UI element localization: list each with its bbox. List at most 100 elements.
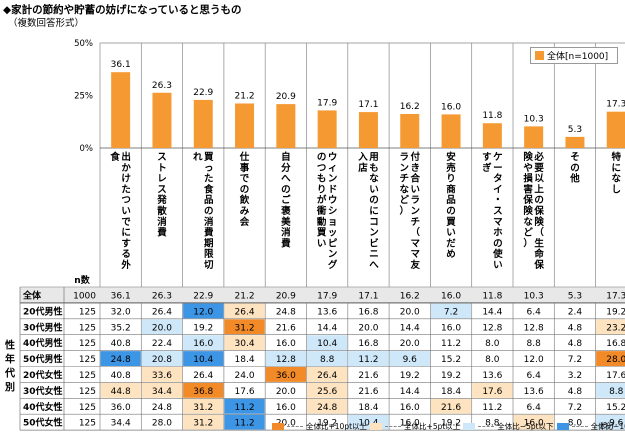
category-label-char: す — [482, 152, 492, 163]
category-label-char: の — [240, 184, 250, 195]
table-cell-value: 20.0 — [276, 387, 296, 397]
table-cell-value: 2.4 — [568, 307, 583, 317]
category-label-char: へ — [281, 174, 291, 185]
table-cell-value: 11.2 — [482, 403, 502, 413]
category-label-char: レ — [157, 174, 167, 185]
table-cell-value: 8.0 — [485, 339, 500, 349]
table-cell-highlight — [183, 382, 224, 398]
table-cell-highlight — [596, 382, 625, 398]
table-cell-value: 10.4 — [317, 339, 337, 349]
bar-value-label: 11.8 — [482, 111, 502, 121]
table-row-n: 125 — [79, 419, 96, 429]
category-label-char: ン — [328, 174, 338, 185]
table-cell-value: 40.8 — [111, 339, 131, 349]
category-label-char: で — [240, 174, 250, 185]
category-label-char: み — [240, 206, 250, 217]
table-cell-value: 11.8 — [482, 292, 502, 302]
category-label-char: な — [399, 184, 409, 195]
table-cell-value: 20.0 — [400, 307, 420, 317]
category-label-char: 切 — [204, 260, 214, 271]
table-cell-highlight — [596, 351, 625, 366]
table-cell-value: 17.1 — [358, 292, 378, 302]
table-cell-value: 13.6 — [317, 307, 337, 317]
table-cell-value: 20.0 — [400, 339, 420, 349]
table-cell-highlight — [141, 351, 183, 366]
table-cell-value: 11.2 — [358, 355, 378, 365]
category-label-char: 他 — [569, 173, 580, 185]
table-cell-highlight — [430, 303, 472, 319]
category-label-char: 費 — [204, 227, 214, 239]
table-cell-value: 12.0 — [524, 355, 544, 365]
bar-value-label: 16.2 — [400, 102, 420, 112]
bar — [524, 126, 544, 148]
category-label-char: 褒 — [280, 205, 291, 217]
category-label-char: 品 — [446, 195, 456, 206]
unit-label: (%) — [600, 421, 614, 430]
category-label-char: た — [121, 184, 131, 195]
category-label-char: の — [369, 195, 379, 206]
category-label-char: 食 — [203, 183, 214, 195]
table-cell-value: 21.6 — [358, 387, 378, 397]
category-label-char: ） — [523, 237, 533, 249]
category-label-char: 合 — [410, 173, 420, 185]
bar-value-label: 36.1 — [111, 60, 131, 70]
category-label-char: ウ — [328, 152, 338, 163]
table-cell-highlight — [141, 382, 183, 398]
category-label-char: そ — [570, 152, 580, 163]
table-cell-value: 16.8 — [606, 339, 625, 349]
table-cell-value: 17.6 — [235, 387, 255, 397]
bar — [317, 110, 337, 148]
category-label-char: ラ — [410, 195, 420, 206]
side-label-char: 別 — [4, 381, 15, 394]
table-cell-value: 14.4 — [400, 323, 420, 333]
category-label-char: が — [317, 194, 327, 206]
category-label-char: 出 — [121, 151, 131, 163]
category-label-char: ど — [399, 194, 409, 206]
table-cell-value: 8.8 — [320, 355, 335, 365]
category-label-char: 友 — [409, 259, 420, 271]
category-label-char: ー — [493, 163, 503, 174]
bar-value-label: 22.9 — [193, 88, 213, 98]
category-label-char: ィ — [328, 163, 338, 174]
table-cell-highlight — [348, 351, 389, 366]
category-label-char: い — [410, 184, 420, 195]
category-label-char: の — [493, 238, 503, 249]
table-cell-highlight — [224, 414, 265, 430]
category-label-char: 必 — [533, 151, 544, 163]
category-label-char: 会 — [240, 216, 250, 228]
table-cell-value: 14.4 — [482, 307, 502, 317]
table-cell-value: 16.0 — [400, 403, 420, 413]
key-minus5-label: 全体比−5pt以下 — [497, 422, 554, 431]
key-plus10-swatch — [272, 423, 284, 430]
table-cell-highlight — [265, 367, 306, 382]
category-label-char: ビ — [369, 237, 379, 249]
table-cell-value: 12.8 — [524, 323, 544, 333]
category-label-char: い — [493, 260, 503, 271]
table-cell-value: 31.2 — [235, 323, 255, 333]
bar — [358, 112, 378, 148]
table-cell-value: 34.4 — [111, 419, 131, 429]
category-label-char: 保 — [522, 194, 533, 206]
category-label-char: マ — [493, 217, 503, 228]
table-cell-value: 13.6 — [482, 371, 502, 381]
category-label-char: い — [121, 206, 131, 217]
table-cell-value: 35.2 — [111, 323, 131, 333]
y-tick-label: 25% — [74, 92, 93, 102]
category-label-char: の — [317, 152, 327, 163]
table-cell-value: 30.4 — [235, 339, 255, 349]
key-dash — [287, 426, 303, 427]
category-label-char: か — [121, 163, 131, 174]
category-label-char: 衝 — [316, 205, 327, 217]
legend-swatch — [535, 51, 544, 60]
category-label-char: た — [204, 174, 214, 185]
table-cell-value: 16.0 — [441, 323, 461, 333]
table-cell-value: 17.3 — [606, 292, 625, 302]
table-row-n: 1000 — [73, 292, 96, 302]
category-label-char: 保 — [533, 259, 544, 271]
table-cell-value: 23.2 — [606, 323, 625, 333]
table-cell-value: 22.9 — [193, 292, 213, 302]
category-label-char: へ — [369, 260, 379, 271]
table-cell-value: 5.3 — [568, 292, 582, 302]
category-label-char: ン — [399, 163, 409, 174]
table-cell-highlight — [307, 382, 348, 398]
